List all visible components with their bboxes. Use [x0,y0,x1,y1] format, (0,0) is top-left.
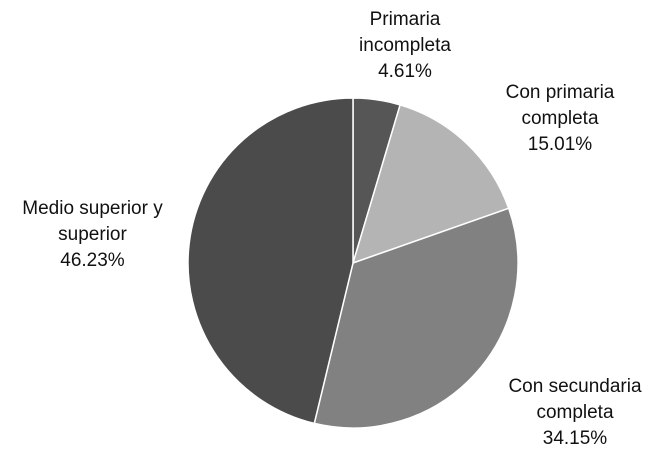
value-label: 4.61% [378,61,432,82]
value-label: 46.23% [60,250,125,271]
category-label: Con primaria completa [505,82,615,129]
slice-label: Con secundaria completa 34.15% [480,374,662,452]
pie-slice [313,207,519,429]
category-label: Con secundaria completa [508,376,642,423]
pie-slice [187,97,354,425]
category-label: Medio superior y superior [22,198,163,245]
category-label: Primaria incompleta [359,9,451,56]
slice-label: Medio superior y superior 46.23% [0,196,185,274]
slice-label: Primaria incompleta 4.61% [330,7,480,85]
slice-label: Con primaria completa 15.01% [475,80,645,158]
value-label: 34.15% [542,428,608,449]
value-label: 15.01% [527,134,593,155]
pie-slice [351,103,510,265]
